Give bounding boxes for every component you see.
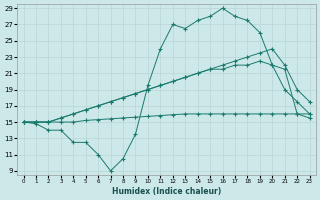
- X-axis label: Humidex (Indice chaleur): Humidex (Indice chaleur): [112, 187, 221, 196]
